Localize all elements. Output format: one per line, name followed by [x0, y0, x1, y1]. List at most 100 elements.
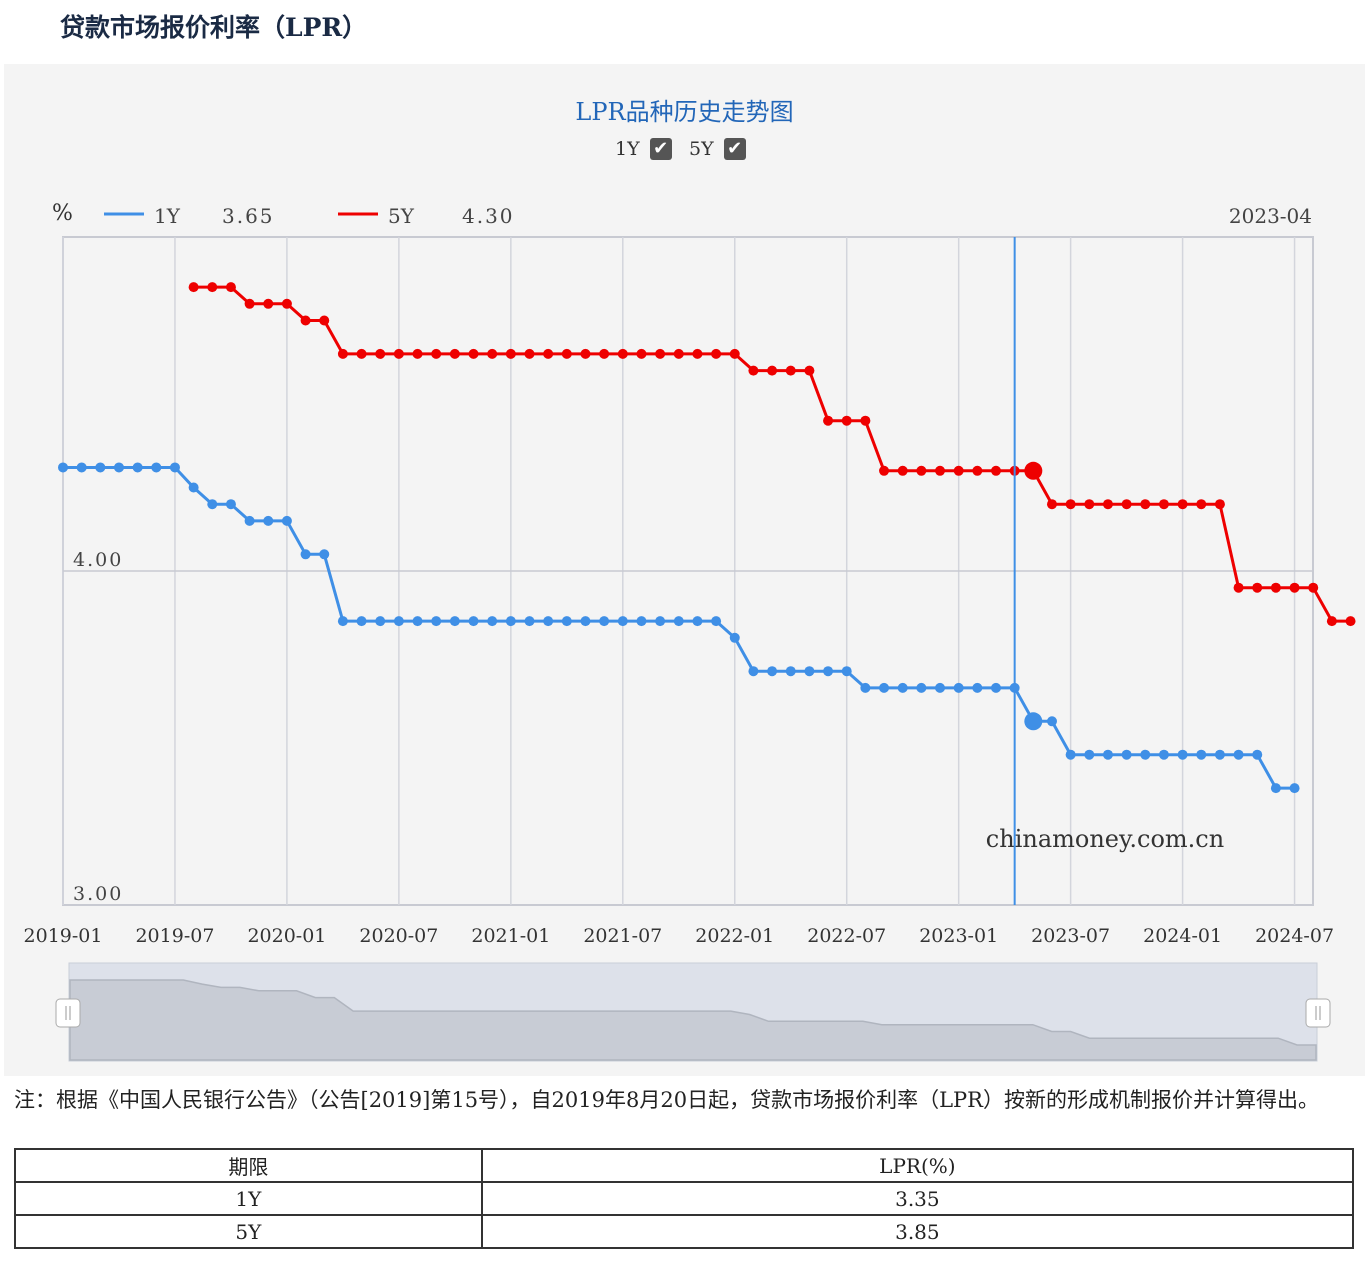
data-point-1Y	[655, 616, 666, 627]
data-point-5Y	[543, 348, 554, 359]
data-point-5Y	[1289, 582, 1300, 593]
series-group	[58, 282, 1356, 794]
checkbox-checked-icon[interactable]: ✔	[649, 138, 672, 160]
data-point-1Y	[841, 666, 852, 677]
data-point-1Y	[300, 549, 311, 560]
data-point-5Y	[692, 348, 703, 359]
data-point-1Y	[879, 682, 890, 693]
data-point-1Y	[897, 682, 908, 693]
data-point-5Y	[655, 348, 666, 359]
data-point-5Y	[711, 348, 722, 359]
data-point-1Y	[823, 666, 834, 677]
toggle-5y[interactable]: 5Y ✔	[689, 138, 746, 160]
data-point-5Y	[300, 315, 311, 326]
data-point-1Y	[169, 462, 180, 473]
data-point-5Y	[1065, 499, 1076, 510]
data-point-1Y	[524, 616, 535, 627]
lpr-line-chart[interactable]: % 1Y 3.65 5Y 4.30 2023-04 4.00 3.00 2019-…	[0, 0, 1369, 1080]
data-point-5Y	[356, 348, 367, 359]
data-point-1Y	[225, 499, 236, 510]
data-point-1Y	[393, 616, 404, 627]
data-point-1Y	[151, 462, 162, 473]
data-point-5Y	[1326, 616, 1337, 627]
data-point-1Y	[263, 515, 274, 526]
data-point-5Y	[1214, 499, 1225, 510]
data-point-1Y	[543, 616, 554, 627]
data-point-5Y	[1270, 582, 1281, 593]
data-point-1Y	[1196, 749, 1207, 760]
data-point-1Y	[356, 616, 367, 627]
x-axis-labels: 2019-01 2019-07 2020-01 2020-07 2021-01 2021-…	[24, 925, 1335, 947]
x-tick-label: 2021-01	[471, 925, 550, 947]
data-point-5Y	[431, 348, 442, 359]
data-point-5Y	[1233, 582, 1244, 593]
data-point-5Y	[860, 415, 871, 426]
data-point-5Y	[1140, 499, 1151, 510]
data-point-1Y	[711, 616, 722, 627]
table-cell: 3.85	[480, 1214, 1355, 1249]
data-point-1Y	[58, 462, 68, 473]
data-point-1Y	[1084, 749, 1095, 760]
data-point-1Y	[599, 616, 610, 627]
toggle-1y[interactable]: 1Y ✔	[615, 138, 672, 160]
data-point-5Y	[263, 298, 274, 309]
x-tick-label: 2023-01	[919, 925, 998, 947]
data-point-1Y	[319, 549, 330, 560]
data-point-5Y	[636, 348, 647, 359]
chart-panel	[4, 64, 1365, 1076]
data-point-1Y	[449, 616, 460, 627]
data-point-1Y	[1121, 749, 1132, 760]
data-point-5Y	[1121, 499, 1132, 510]
data-point-5Y	[897, 465, 908, 476]
data-point-1Y	[487, 616, 498, 627]
data-point-5Y	[188, 282, 199, 293]
toggle-5y-label: 5Y	[689, 138, 714, 160]
data-point-1Y	[1233, 749, 1244, 760]
data-point-5Y	[935, 465, 946, 476]
table-cell: 3.35	[480, 1181, 1355, 1216]
data-point-1Y	[431, 616, 442, 627]
data-point-1Y	[972, 682, 983, 693]
data-point-1Y	[916, 682, 927, 693]
data-point-1Y	[729, 632, 740, 643]
y-tick-label: 4.00	[73, 549, 123, 571]
data-point-1Y	[95, 462, 106, 473]
data-point-5Y	[1196, 499, 1207, 510]
data-point-1Y	[935, 682, 946, 693]
data-point-5Y	[617, 348, 628, 359]
highlight-point-1Y	[1024, 712, 1043, 731]
data-point-1Y	[636, 616, 647, 627]
data-point-5Y	[841, 415, 852, 426]
data-point-5Y	[729, 348, 740, 359]
page-title: 贷款市场报价利率（LPR）	[60, 13, 368, 42]
table-header-cell: LPR(%)	[480, 1148, 1355, 1183]
data-point-5Y	[337, 348, 348, 359]
data-point-1Y	[860, 682, 871, 693]
data-point-1Y	[1140, 749, 1151, 760]
data-point-5Y	[1084, 499, 1095, 510]
checkbox-checked-icon[interactable]: ✔	[723, 138, 746, 160]
table-row: 1Y 3.35	[14, 1181, 1355, 1216]
data-point-1Y	[132, 462, 143, 473]
table-header-row: 期限 LPR(%)	[14, 1148, 1355, 1183]
x-tick-label: 2022-07	[807, 925, 886, 947]
table-row: 5Y 3.85	[14, 1214, 1355, 1249]
zoom-handle-left-icon[interactable]	[55, 998, 81, 1028]
zoom-handle-right-icon[interactable]	[1305, 998, 1331, 1028]
data-point-5Y	[207, 282, 218, 293]
x-tick-label: 2020-07	[359, 925, 438, 947]
data-point-1Y	[1252, 749, 1263, 760]
data-point-1Y	[337, 616, 348, 627]
data-point-1Y	[468, 616, 479, 627]
data-point-1Y	[1046, 716, 1057, 727]
data-point-1Y	[76, 462, 87, 473]
highlight-point-5Y	[1024, 461, 1043, 480]
data-point-5Y	[487, 348, 498, 359]
x-tick-label: 2021-07	[583, 925, 662, 947]
data-point-5Y	[916, 465, 927, 476]
data-point-1Y	[412, 616, 423, 627]
data-point-5Y	[524, 348, 535, 359]
legend-1y-value: 3.65	[222, 204, 275, 228]
data-point-5Y	[505, 348, 516, 359]
data-point-5Y	[1158, 499, 1169, 510]
